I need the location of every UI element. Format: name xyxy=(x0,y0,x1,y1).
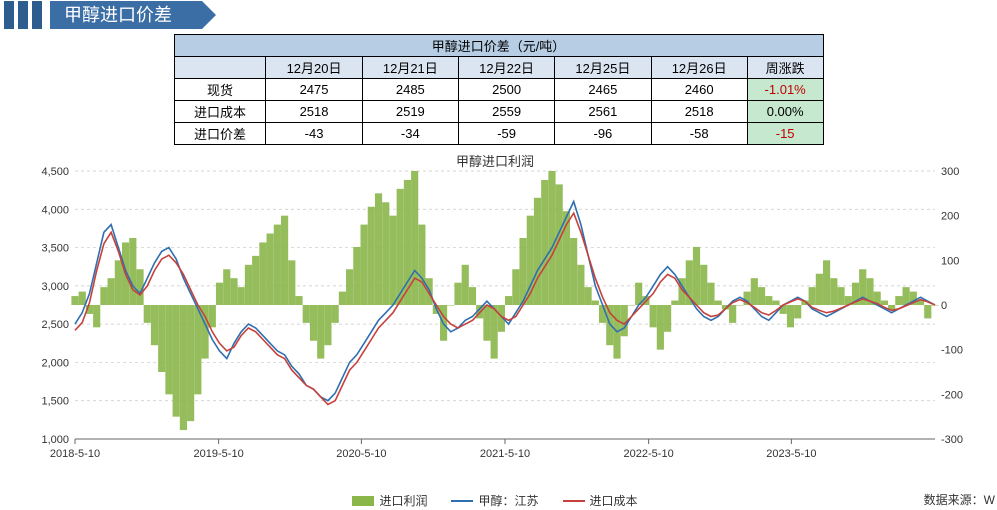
legend-label: 进口成本 xyxy=(590,492,638,509)
legend-label: 进口利润 xyxy=(379,492,427,509)
table-row: 进口成本251825192559256125180.00% xyxy=(174,101,823,123)
header-bar: 甲醇进口价差 xyxy=(0,0,997,30)
cell-value: 2518 xyxy=(266,101,362,123)
svg-text:4,500: 4,500 xyxy=(41,166,69,178)
svg-text:2018-5-10: 2018-5-10 xyxy=(50,448,100,460)
svg-text:-200: -200 xyxy=(941,389,963,401)
legend-item: 进口利润 xyxy=(352,492,427,509)
cell-value: 2518 xyxy=(651,101,747,123)
page-title-text: 甲醇进口价差 xyxy=(64,5,172,25)
header-stripe xyxy=(32,1,42,29)
legend-swatch xyxy=(563,500,585,502)
col-date: 12月22日 xyxy=(458,57,554,79)
svg-text:2020-5-10: 2020-5-10 xyxy=(336,448,386,460)
svg-text:300: 300 xyxy=(941,166,959,178)
price-table-wrap: 甲醇进口价差（元/吨） 12月20日 12月21日 12月22日 12月25日 … xyxy=(174,34,824,145)
cell-change: -1.01% xyxy=(747,79,823,101)
col-date: 12月25日 xyxy=(555,57,651,79)
cell-value: -43 xyxy=(266,123,362,145)
table-body: 现货24752485250024652460-1.01%进口成本25182519… xyxy=(174,79,823,145)
table-head: 甲醇进口价差（元/吨） 12月20日 12月21日 12月22日 12月25日 … xyxy=(174,35,823,79)
legend-label: 甲醇：江苏 xyxy=(478,492,538,509)
svg-text:0: 0 xyxy=(941,300,947,312)
table-corner xyxy=(174,57,266,79)
svg-text:3,500: 3,500 xyxy=(41,243,69,255)
header-stripe xyxy=(4,1,14,29)
svg-text:2,500: 2,500 xyxy=(41,319,69,331)
svg-text:3,000: 3,000 xyxy=(41,281,69,293)
cell-value: -34 xyxy=(362,123,458,145)
cell-change: 0.00% xyxy=(747,101,823,123)
row-label: 进口成本 xyxy=(174,101,266,123)
svg-text:1,000: 1,000 xyxy=(41,434,69,446)
svg-text:100: 100 xyxy=(941,255,959,267)
svg-text:2021-5-10: 2021-5-10 xyxy=(480,448,530,460)
svg-text:4,000: 4,000 xyxy=(41,204,69,216)
svg-text:1,500: 1,500 xyxy=(41,396,69,408)
legend-item: 进口成本 xyxy=(563,492,638,509)
svg-text:-300: -300 xyxy=(941,434,963,446)
legend-swatch xyxy=(352,496,374,506)
svg-text:2023-5-10: 2023-5-10 xyxy=(766,448,816,460)
data-source: 数据来源：W xyxy=(924,491,995,508)
cell-value: -96 xyxy=(555,123,651,145)
row-label: 进口价差 xyxy=(174,123,266,145)
legend-swatch xyxy=(451,500,473,502)
table-title: 甲醇进口价差（元/吨） xyxy=(174,35,823,57)
cell-value: -59 xyxy=(458,123,554,145)
cell-value: 2500 xyxy=(458,79,554,101)
header-stripe xyxy=(18,1,28,29)
chart-svg: 1,000 1,500 2,000 2,500 3,000 3,500 4,000 4,500… xyxy=(15,149,975,489)
table-row: 现货24752485250024652460-1.01% xyxy=(174,79,823,101)
svg-text:2019-5-10: 2019-5-10 xyxy=(194,448,244,460)
cell-value: 2485 xyxy=(362,79,458,101)
cell-value: 2465 xyxy=(555,79,651,101)
legend-item: 甲醇：江苏 xyxy=(451,492,538,509)
cell-value: 2561 xyxy=(555,101,651,123)
svg-text:2022-5-10: 2022-5-10 xyxy=(624,448,674,460)
chart-legend: 进口利润 甲醇：江苏 进口成本 xyxy=(15,492,975,509)
cell-value: 2559 xyxy=(458,101,554,123)
cell-value: 2475 xyxy=(266,79,362,101)
cell-value: -58 xyxy=(651,123,747,145)
chart-region: 甲醇进口利润 1,0001,5002,0002,5003,0003,5004,0… xyxy=(15,149,975,509)
svg-text:-100: -100 xyxy=(941,345,963,357)
header-stripes xyxy=(4,1,42,29)
row-label: 现货 xyxy=(174,79,266,101)
table-row: 进口价差-43-34-59-96-58-15 xyxy=(174,123,823,145)
table-date-row: 12月20日 12月21日 12月22日 12月25日 12月26日 周涨跌 xyxy=(174,57,823,79)
svg-text:200: 200 xyxy=(941,211,959,223)
col-date: 12月26日 xyxy=(651,57,747,79)
price-table: 甲醇进口价差（元/吨） 12月20日 12月21日 12月22日 12月25日 … xyxy=(174,34,824,145)
col-date: 12月21日 xyxy=(362,57,458,79)
svg-text:2,000: 2,000 xyxy=(41,357,69,369)
cell-value: 2519 xyxy=(362,101,458,123)
cell-value: 2460 xyxy=(651,79,747,101)
col-change: 周涨跌 xyxy=(747,57,823,79)
page-title: 甲醇进口价差 xyxy=(50,1,202,29)
cell-change: -15 xyxy=(747,123,823,145)
col-date: 12月20日 xyxy=(266,57,362,79)
